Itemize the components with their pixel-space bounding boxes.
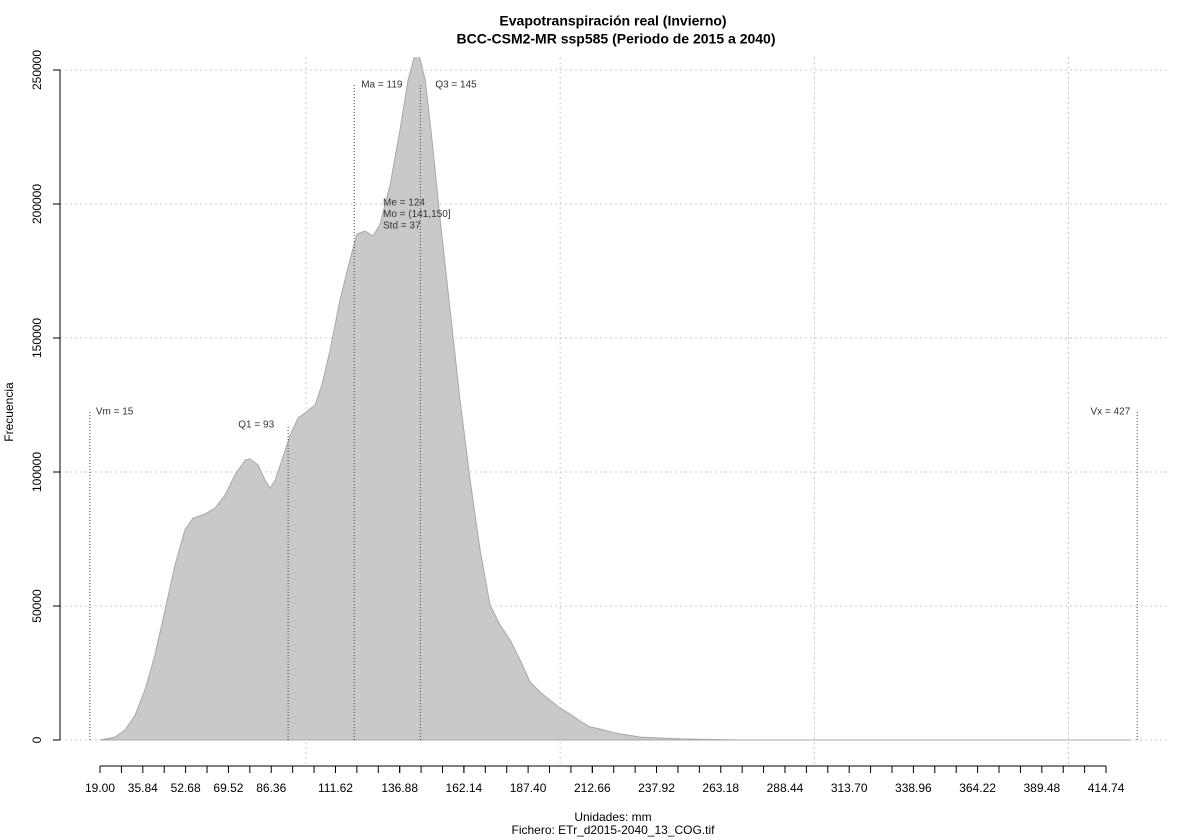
x-tick-label: 288.44 [767, 781, 804, 795]
y-tick-label: 250000 [30, 50, 44, 90]
x-tick-label: 52.68 [171, 781, 201, 795]
marker-label: Vm = 15 [96, 407, 134, 418]
x-tick-label: 338.96 [895, 781, 932, 795]
x-tick-label: 162.14 [446, 781, 483, 795]
x-tick-label: 69.52 [213, 781, 243, 795]
x-axis-label: Unidades: mm [574, 810, 651, 824]
x-tick-label: 263.18 [702, 781, 739, 795]
marker-label: Vx = 427 [1090, 407, 1130, 418]
marker-label: Ma = 119 [361, 80, 403, 91]
footer: Fichero: ETr_d2015-2040_13_COG.tif [512, 823, 716, 837]
y-tick-label: 200000 [30, 184, 44, 224]
x-tick-label: 212.66 [574, 781, 611, 795]
y-tick-label: 150000 [30, 318, 44, 358]
marker-label: Q3 = 145 [435, 80, 477, 91]
stat-label: Me = 124 [383, 198, 425, 209]
x-tick-label: 364.22 [959, 781, 996, 795]
chart-subtitle: BCC-CSM2-MR ssp585 (Periodo de 2015 a 20… [457, 31, 776, 47]
x-tick-label: 187.40 [510, 781, 547, 795]
chart-title: Evapotranspiración real (Invierno) [499, 13, 726, 29]
x-tick-label: 414.74 [1088, 781, 1125, 795]
y-tick-label: 50000 [30, 589, 44, 623]
x-tick-label: 86.36 [256, 781, 286, 795]
x-tick-label: 389.48 [1023, 781, 1060, 795]
marker-label: Q1 = 93 [238, 420, 274, 431]
x-tick-label: 35.84 [128, 781, 158, 795]
y-axis-label: Frecuencia [2, 382, 16, 442]
x-tick-label: 237.92 [638, 781, 675, 795]
x-tick-label: 136.88 [381, 781, 418, 795]
stat-label: Std = 37 [383, 221, 421, 232]
density-area [99, 57, 1131, 741]
stat-label: Mo = (141,150] [383, 209, 451, 220]
y-tick-label: 100000 [30, 452, 44, 492]
y-tick-label: 0 [30, 736, 44, 743]
x-tick-label: 19.00 [85, 781, 115, 795]
x-tick-label: 313.70 [831, 781, 868, 795]
x-tick-label: 111.62 [318, 781, 353, 795]
